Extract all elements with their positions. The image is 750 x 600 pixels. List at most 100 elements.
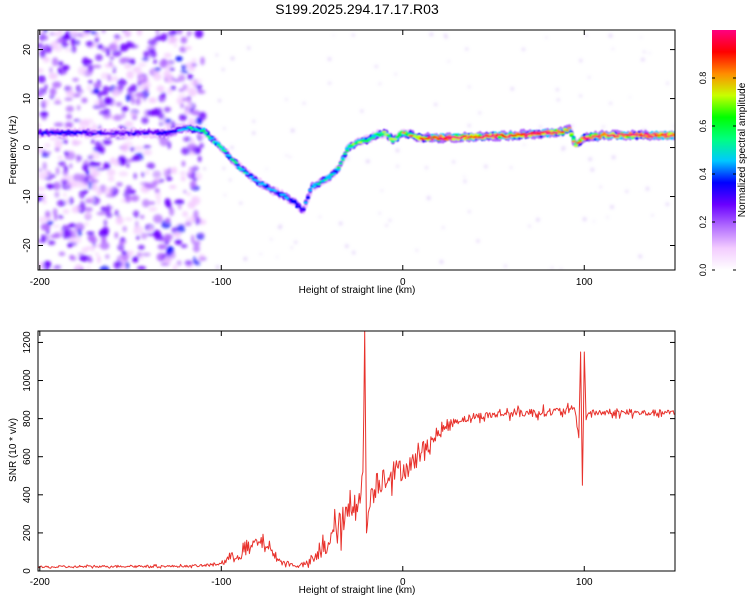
ridge-cell <box>416 135 422 138</box>
noise-speck <box>124 120 134 128</box>
noise-speck <box>153 59 158 64</box>
noise-speck <box>141 82 152 88</box>
noise-speck <box>164 118 171 124</box>
noise-speck <box>86 231 95 235</box>
noise-speck <box>126 70 134 80</box>
noise-speck <box>90 139 95 144</box>
noise-speck <box>189 180 197 189</box>
noise-speck <box>137 244 145 250</box>
noise-speck <box>120 237 125 242</box>
ridge-cell <box>205 135 211 138</box>
noise-speck <box>65 113 73 120</box>
noise-speck <box>95 54 103 61</box>
noise-speck <box>146 162 156 170</box>
noise-point <box>510 87 514 91</box>
noise-point <box>666 82 669 85</box>
noise-speck <box>134 145 144 151</box>
noise-point <box>378 82 382 86</box>
noise-speck <box>81 97 88 104</box>
noise-point <box>388 219 392 222</box>
noise-speck <box>194 117 203 125</box>
y-tick-label: 400 <box>22 486 33 503</box>
noise-speck <box>125 194 131 203</box>
noise-point <box>452 160 456 164</box>
noise-speck <box>168 167 172 175</box>
snr-xlabel: Height of straight line (km) <box>299 585 416 596</box>
y-tick-label: 0 <box>22 144 33 150</box>
noise-speck <box>56 199 66 207</box>
noise-speck <box>181 64 187 70</box>
noise-speck <box>71 139 78 146</box>
snr-series-line <box>38 331 675 569</box>
ridge-cell <box>556 129 561 132</box>
noise-point <box>332 34 335 37</box>
noise-speck <box>186 30 191 38</box>
noise-speck <box>54 191 60 198</box>
noise-speck <box>38 261 45 270</box>
ridge-cell <box>255 179 261 182</box>
ridge-cell <box>353 142 359 145</box>
noise-speck <box>164 72 174 81</box>
noise-speck <box>38 195 44 202</box>
ridge-cell <box>188 126 193 129</box>
ridge-cell <box>331 172 337 175</box>
noise-speck <box>112 158 121 167</box>
spectrogram-frame <box>37 29 676 271</box>
noise-speck <box>87 180 94 190</box>
noise-speck <box>183 190 187 194</box>
ridge-cell <box>663 133 668 136</box>
noise-speck <box>107 73 112 82</box>
x-tick-label: -100 <box>211 577 231 588</box>
noise-point <box>252 119 256 123</box>
ridge-cell <box>203 131 208 134</box>
noise-speck <box>83 30 91 34</box>
noise-speck <box>188 87 197 97</box>
noise-point <box>385 224 388 227</box>
noise-speck <box>148 206 158 212</box>
noise-speck <box>74 207 82 211</box>
colorbar-tick-label: 0.4 <box>698 168 708 181</box>
noise-speck <box>110 56 114 61</box>
y-tick-label: 1200 <box>22 331 33 354</box>
noise-speck <box>109 205 114 210</box>
noise-point <box>425 166 428 170</box>
noise-speck <box>172 79 181 83</box>
noise-speck <box>86 118 94 125</box>
ridge-cell <box>412 135 417 138</box>
noise-point <box>645 186 650 191</box>
noise-speck <box>124 64 132 69</box>
ridge-cell <box>312 184 317 187</box>
ridge-cell <box>149 130 154 133</box>
noise-speck <box>88 166 97 171</box>
noise-point <box>672 125 675 127</box>
noise-speck <box>40 223 51 231</box>
noise-point <box>265 168 268 170</box>
ridge-cell <box>301 208 306 211</box>
noise-speck <box>88 80 93 84</box>
noise-speck <box>52 81 62 89</box>
noise-speck <box>73 118 81 123</box>
spectrogram-xlabel: Height of straight line (km) <box>299 285 416 296</box>
spectrogram-ridge <box>38 122 675 215</box>
noise-speck <box>108 43 118 52</box>
noise-point <box>588 157 593 162</box>
ridge-cell <box>210 137 215 140</box>
noise-speck <box>198 253 205 262</box>
noise-point <box>215 53 219 57</box>
noise-speck <box>99 241 110 250</box>
noise-speck <box>89 31 98 35</box>
ridge-cell <box>66 133 71 136</box>
noise-point <box>230 145 234 150</box>
ridge-cell <box>264 186 269 189</box>
ridge-cell <box>532 133 537 136</box>
noise-speck <box>138 86 145 90</box>
noise-speck <box>168 207 175 217</box>
ridge-cell <box>192 127 197 130</box>
noise-point <box>396 165 399 168</box>
noise-point <box>651 214 654 217</box>
y-tick-label: -10 <box>22 189 33 204</box>
noise-speck <box>164 198 171 206</box>
noise-speck <box>121 111 126 119</box>
colorbar-tick-label: 0.0 <box>698 264 708 277</box>
ridge-cell <box>262 183 267 186</box>
